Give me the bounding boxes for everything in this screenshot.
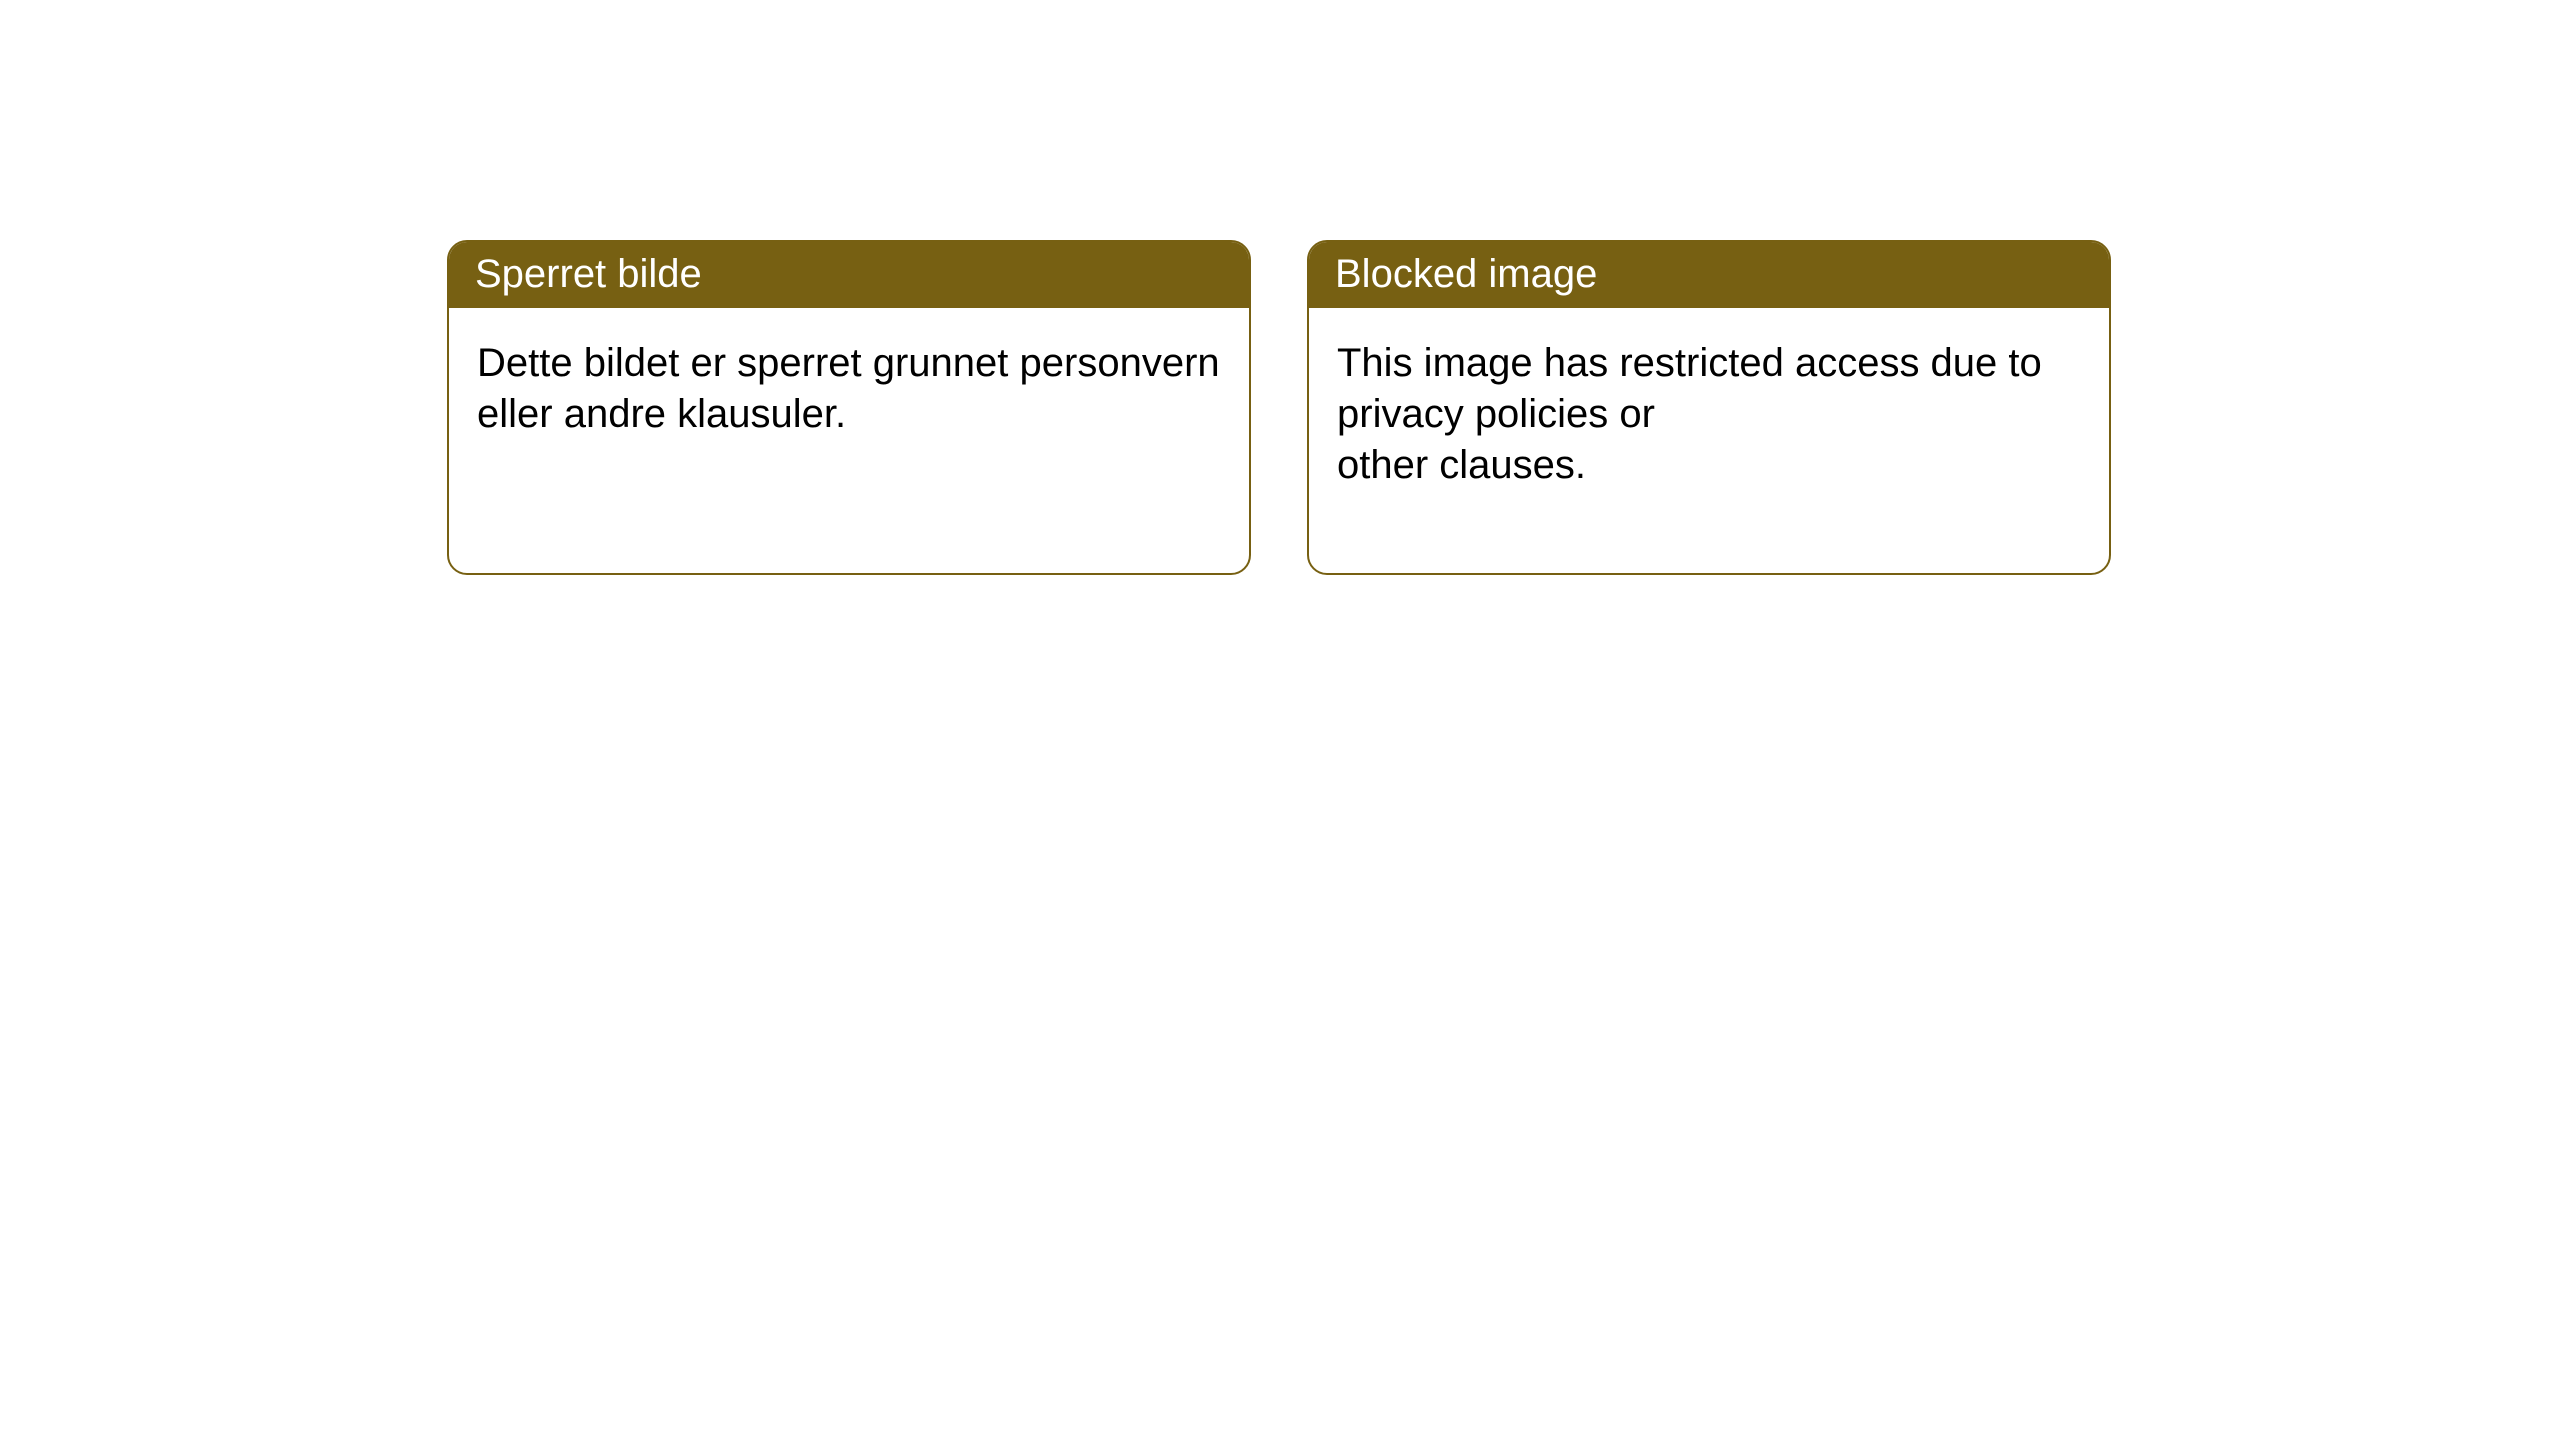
- notice-container: Sperret bilde Dette bildet er sperret gr…: [447, 240, 2112, 575]
- card-body-no: Dette bildet er sperret grunnet personve…: [449, 308, 1249, 460]
- card-body-en: This image has restricted access due to …: [1309, 308, 2109, 512]
- card-header-en: Blocked image: [1309, 242, 2109, 308]
- card-blocked-en: Blocked image This image has restricted …: [1307, 240, 2111, 575]
- card-header-no: Sperret bilde: [449, 242, 1249, 308]
- card-blocked-no: Sperret bilde Dette bildet er sperret gr…: [447, 240, 1251, 575]
